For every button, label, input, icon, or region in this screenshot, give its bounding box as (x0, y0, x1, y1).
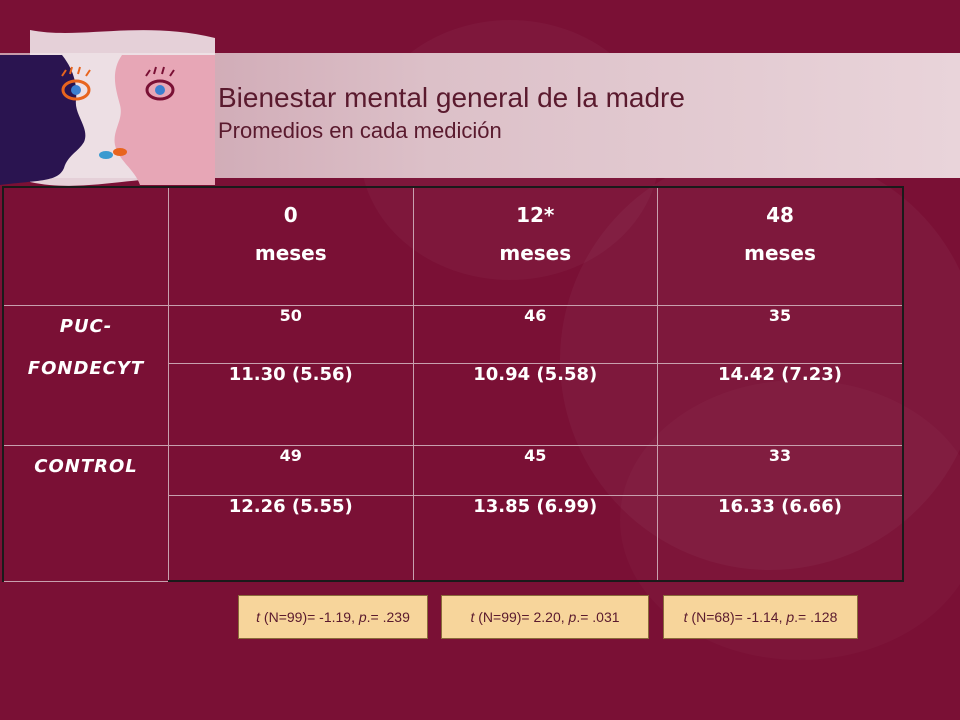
column-header: 0 meses (168, 186, 414, 306)
p-value: .= .031 (576, 609, 620, 625)
results-table: 0 meses 12* meses 48 meses PUC- FONDECYT… (2, 186, 904, 582)
table-row: 12.26 (5.55) 13.85 (6.99) 16.33 (6.66) (3, 494, 904, 582)
column-header-value: 0 (283, 203, 298, 227)
column-header: 12* meses (412, 186, 658, 306)
t-test-note: t (N=99)= -1.19, p .= .239 (238, 595, 428, 639)
mean-sd-cell: 16.33 (6.66) (657, 494, 904, 582)
mean-sd-cell: 13.85 (6.99) (412, 494, 658, 582)
group-label-control: CONTROL (2, 444, 169, 582)
table-corner-cell (2, 186, 169, 306)
table-row: CONTROL 49 45 33 (2, 444, 904, 582)
sample-size-cell: 33 (657, 444, 904, 496)
faces-logo-icon (0, 30, 215, 186)
column-header-unit: meses (744, 241, 816, 265)
sample-size-cell: 35 (657, 304, 904, 364)
column-header-unit: meses (254, 241, 327, 265)
sample-size-cell: 50 (168, 304, 414, 364)
sample-size-cell: 45 (412, 444, 658, 496)
column-header: 48 meses (657, 186, 904, 306)
page-subtitle: Promedios en cada medición (218, 118, 502, 143)
p-symbol: p (568, 609, 577, 625)
group-label-line: FONDECYT (27, 357, 145, 379)
group-label-line: PUC- (59, 315, 113, 337)
p-value: .= .128 (794, 609, 838, 625)
column-header-value: 48 (766, 203, 794, 227)
t-test-stat: (N=68)= -1.14, (687, 609, 787, 625)
column-header-value: 12* (516, 203, 555, 227)
mean-sd-cell: 14.42 (7.23) (657, 362, 904, 446)
p-symbol: p (358, 609, 367, 625)
t-symbol: t (470, 609, 475, 625)
t-symbol: t (683, 609, 688, 625)
t-test-note: t (N=99)= 2.20, p .= .031 (441, 595, 649, 639)
p-value: .= .239 (366, 609, 410, 625)
t-test-note: t (N=68)= -1.14, p .= .128 (663, 595, 858, 639)
column-header-unit: meses (499, 241, 572, 265)
t-symbol: t (256, 609, 261, 625)
t-test-stat: (N=99)= 2.20, (474, 609, 569, 625)
sample-size-cell: 49 (168, 444, 414, 496)
sample-size-cell: 46 (412, 304, 658, 364)
group-label-line: CONTROL (34, 455, 138, 477)
table-row: PUC- FONDECYT 50 46 35 (2, 304, 904, 446)
mean-sd-cell: 12.26 (5.55) (168, 494, 414, 582)
group-label-puc-fondecyt: PUC- FONDECYT (2, 304, 169, 446)
mean-sd-cell: 10.94 (5.58) (412, 362, 658, 446)
page-title: Bienestar mental general de la madre (218, 82, 685, 113)
t-test-stat: (N=99)= -1.19, (260, 609, 359, 625)
p-symbol: p (786, 609, 795, 625)
table-header-row: 0 meses 12* meses 48 meses (2, 186, 904, 306)
mean-sd-cell: 11.30 (5.56) (168, 362, 414, 446)
